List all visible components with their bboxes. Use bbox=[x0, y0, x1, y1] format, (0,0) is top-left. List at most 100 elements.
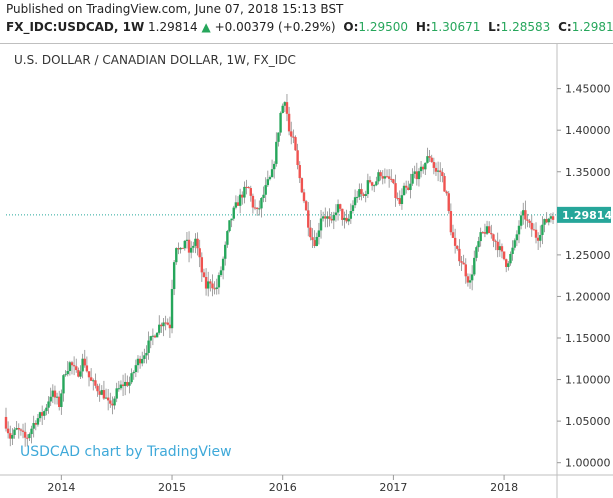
candle-up bbox=[81, 358, 84, 372]
candle-up bbox=[49, 396, 52, 402]
x-tick-label: 2018 bbox=[490, 481, 518, 494]
candle-up bbox=[62, 375, 65, 394]
candle-down bbox=[341, 208, 344, 220]
candle-up bbox=[192, 245, 195, 248]
candle-up bbox=[68, 362, 72, 371]
y-tick-label: 1.25000 bbox=[565, 249, 611, 262]
candle-down bbox=[4, 416, 8, 429]
candle-up bbox=[436, 170, 440, 172]
candle-up bbox=[145, 352, 148, 356]
candle-up bbox=[402, 185, 406, 196]
candle-down bbox=[430, 157, 433, 163]
candle-up bbox=[364, 194, 367, 196]
candle-down bbox=[483, 232, 487, 234]
candle-down bbox=[368, 180, 372, 183]
candle-down bbox=[307, 210, 310, 228]
candle-down bbox=[428, 156, 431, 158]
candle-down bbox=[53, 390, 57, 398]
candle-down bbox=[58, 396, 61, 407]
candle-up bbox=[549, 216, 553, 219]
candle-up bbox=[128, 382, 131, 386]
candle-down bbox=[121, 384, 125, 387]
candle-down bbox=[379, 172, 382, 177]
candle-up bbox=[409, 183, 412, 190]
candle-up bbox=[207, 281, 210, 289]
candle-down bbox=[89, 377, 93, 381]
candle-up bbox=[51, 390, 55, 397]
candle-down bbox=[138, 358, 142, 364]
candle-up bbox=[266, 179, 270, 186]
candle-down bbox=[304, 201, 308, 211]
candle-down bbox=[106, 397, 110, 401]
candle-down bbox=[23, 431, 27, 438]
candle-down bbox=[330, 218, 333, 221]
candle-down bbox=[249, 188, 252, 196]
candle-up bbox=[347, 218, 350, 222]
candle-down bbox=[324, 216, 327, 219]
watermark: USDCAD chart by TradingView bbox=[20, 444, 232, 460]
candle-up bbox=[343, 217, 346, 220]
candle-up bbox=[104, 397, 108, 399]
candle-down bbox=[77, 370, 80, 377]
candle-down bbox=[255, 207, 259, 209]
candle-down bbox=[360, 189, 363, 195]
candle-up bbox=[511, 247, 514, 254]
candle-up bbox=[268, 177, 272, 180]
candle-up bbox=[383, 176, 387, 179]
x-tick-label: 2017 bbox=[379, 481, 407, 494]
published-line: Published on TradingView.com, June 07, 2… bbox=[6, 2, 344, 16]
candle-down bbox=[381, 176, 384, 179]
candle-down bbox=[126, 381, 129, 386]
candle-up bbox=[283, 102, 287, 106]
candle-up bbox=[194, 238, 197, 246]
open-label: O: bbox=[343, 20, 359, 34]
candle-down bbox=[236, 202, 240, 206]
candle-up bbox=[375, 181, 378, 186]
candle-down bbox=[166, 322, 169, 325]
candle-up bbox=[519, 215, 523, 226]
grid-lines bbox=[0, 44, 613, 498]
close-label: C: bbox=[558, 20, 572, 34]
price-chart[interactable]: U.S. DOLLAR / CANADIAN DOLLAR, 1W, FX_ID… bbox=[0, 44, 613, 498]
candle-up bbox=[221, 258, 225, 271]
candle-down bbox=[204, 276, 208, 289]
candle-up bbox=[332, 215, 335, 221]
candle-up bbox=[522, 210, 525, 216]
candle-up bbox=[179, 247, 182, 250]
candle-up bbox=[358, 189, 361, 197]
candle-up bbox=[356, 196, 359, 198]
candle-up bbox=[475, 247, 478, 258]
candle-down bbox=[338, 204, 342, 209]
candle-down bbox=[464, 264, 467, 277]
candle-up bbox=[36, 418, 40, 425]
candle-up bbox=[141, 358, 144, 364]
candle-up bbox=[485, 226, 489, 234]
chart-panel[interactable]: U.S. DOLLAR / CANADIAN DOLLAR, 1W, FX_ID… bbox=[0, 43, 613, 498]
candle-up bbox=[149, 336, 152, 341]
candle-up bbox=[183, 240, 186, 249]
candle-up bbox=[424, 162, 427, 170]
candle-up bbox=[275, 141, 278, 164]
candle-up bbox=[507, 263, 510, 267]
candle-down bbox=[292, 136, 295, 138]
candle-up bbox=[258, 208, 261, 210]
candle-up bbox=[498, 246, 502, 251]
candle-down bbox=[439, 170, 442, 173]
candle-up bbox=[281, 105, 284, 113]
candle-up bbox=[47, 401, 50, 408]
candle-up bbox=[215, 287, 218, 290]
candle-up bbox=[417, 171, 421, 180]
y-tick-label: 1.10000 bbox=[565, 374, 611, 387]
candle-down bbox=[300, 178, 304, 193]
y-tick-label: 1.35000 bbox=[565, 166, 611, 179]
candle-up bbox=[15, 428, 18, 430]
candle-up bbox=[100, 390, 103, 395]
candle-down bbox=[451, 232, 455, 238]
candle-down bbox=[26, 437, 29, 439]
y-tick-label: 1.00000 bbox=[565, 457, 611, 470]
candle-down bbox=[492, 234, 495, 241]
candle-down bbox=[168, 324, 172, 329]
x-tick-label: 2015 bbox=[158, 481, 186, 494]
candle-down bbox=[285, 102, 289, 114]
